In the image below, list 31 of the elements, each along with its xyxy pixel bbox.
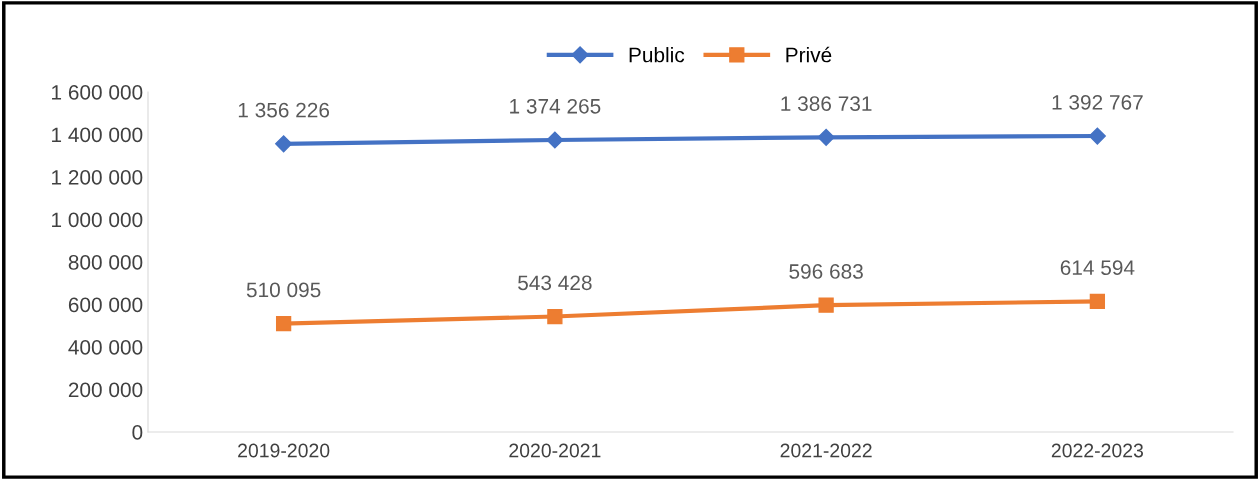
point <box>818 297 834 313</box>
point <box>817 128 835 146</box>
legend-label: Public <box>629 47 685 63</box>
point <box>275 315 292 332</box>
point <box>1088 127 1106 145</box>
data-label: 1 374 265 <box>510 98 601 114</box>
x-tick-label: 2019-2020 <box>238 443 330 458</box>
point <box>275 135 293 153</box>
y-tick-label: 200 000 <box>68 382 143 398</box>
y-tick-label: 400 000 <box>68 340 143 355</box>
y-tick-label: 1 400 000 <box>52 127 143 143</box>
data-label: 1 386 731 <box>781 96 872 111</box>
data-label: 1 392 767 <box>1052 94 1143 110</box>
y-tick-label: 1 200 000 <box>52 170 143 185</box>
legend-label: Privé <box>786 46 832 63</box>
data-label: 1 356 226 <box>238 102 330 118</box>
y-tick-label: 1 000 000 <box>52 212 143 228</box>
x-tick-label: 2020-2021 <box>509 443 601 458</box>
data-label: 510 095 <box>246 282 321 298</box>
y-tick-label: 600 000 <box>68 297 143 313</box>
data-label: 614 594 <box>1060 260 1135 276</box>
point <box>546 131 564 149</box>
point <box>1089 293 1106 310</box>
y-tick-label: 800 000 <box>68 255 143 270</box>
data-label: 543 428 <box>518 275 592 291</box>
y-tick-label: 1 600 000 <box>52 85 143 100</box>
point <box>547 308 563 325</box>
x-tick-label: 2022-2023 <box>1051 443 1144 458</box>
data-label: 596 683 <box>789 264 863 279</box>
y-tick-label: 0 <box>132 425 143 440</box>
x-tick-label: 2021-2022 <box>780 443 872 458</box>
